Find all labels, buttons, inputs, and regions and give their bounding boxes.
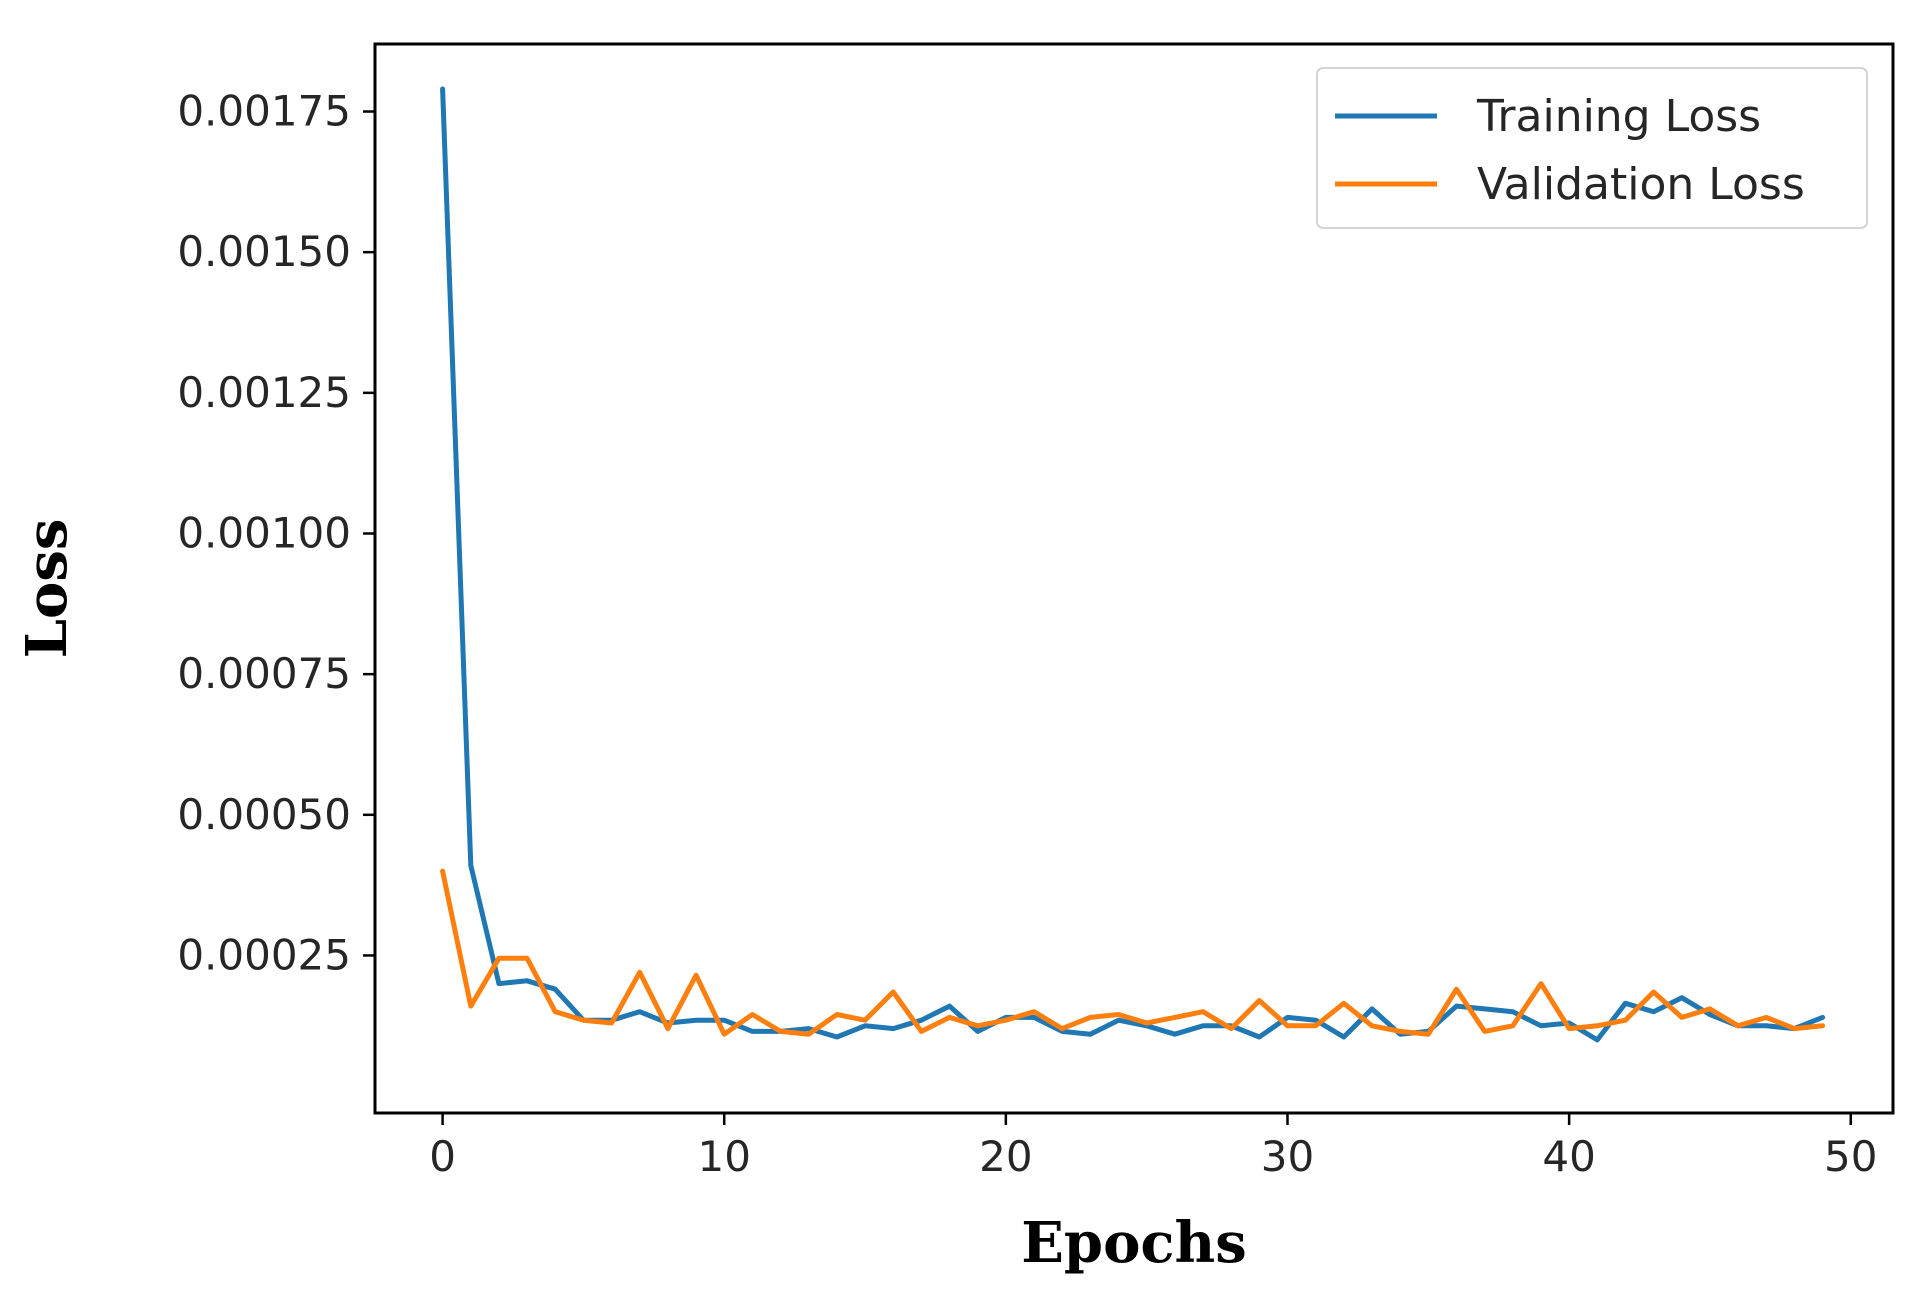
legend-label: Training Loss [1476, 91, 1761, 142]
y-tick-label: 0.00100 [177, 508, 351, 557]
legend-box [1316, 67, 1868, 229]
y-tick-label: 0.00150 [177, 227, 351, 276]
y-tick-label: 0.00075 [177, 649, 351, 698]
y-tick-label: 0.00050 [177, 790, 351, 839]
x-tick-label: 50 [1824, 1132, 1877, 1181]
x-axis-ticks: 0 10 20 30 40 50 [429, 1113, 1877, 1181]
x-tick-label: 30 [1261, 1132, 1314, 1181]
x-tick-label: 0 [429, 1132, 456, 1181]
legend-label: Validation Loss [1477, 159, 1805, 210]
y-axis-title: Loss [14, 519, 80, 659]
series-lines [440, 86, 1826, 1043]
series-line-training-loss [440, 86, 1826, 1043]
x-tick-label: 40 [1542, 1132, 1595, 1181]
y-axis-ticks: 0.00025 0.00050 0.00075 0.00100 0.00125 0.001… [177, 87, 375, 979]
x-tick-label: 20 [979, 1132, 1032, 1181]
legend: Training Loss Validation Loss [1316, 67, 1868, 229]
plot-frame [373, 42, 1895, 1115]
y-tick-label: 0.00125 [177, 368, 351, 417]
y-tick-label: 0.00175 [177, 87, 351, 136]
x-axis-title: Epochs [1021, 1210, 1247, 1276]
x-tick-label: 10 [697, 1132, 750, 1181]
y-tick-label: 0.00025 [177, 930, 351, 979]
series-line-validation-loss [440, 868, 1826, 1037]
